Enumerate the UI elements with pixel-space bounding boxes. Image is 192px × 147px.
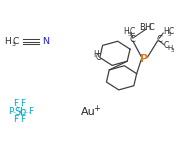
Text: P: P [8, 107, 13, 116]
Text: +: + [94, 104, 100, 113]
Text: C: C [130, 35, 136, 44]
Text: C: C [129, 27, 135, 36]
Text: 3: 3 [168, 32, 171, 37]
Text: Sb: Sb [14, 107, 26, 117]
Text: Au: Au [81, 107, 96, 117]
Text: C: C [13, 37, 19, 46]
Text: H: H [144, 23, 150, 32]
Text: H: H [93, 50, 99, 59]
Text: F: F [21, 115, 26, 124]
Text: H: H [164, 27, 170, 36]
Text: 3: 3 [171, 48, 174, 53]
Text: F: F [28, 107, 33, 116]
Text: C: C [156, 35, 162, 44]
Text: F: F [21, 99, 26, 108]
Text: C: C [148, 23, 154, 32]
Text: H: H [4, 37, 11, 46]
Text: N: N [42, 37, 49, 46]
Text: 3: 3 [11, 42, 15, 47]
Text: P: P [140, 54, 148, 64]
Text: H: H [123, 27, 129, 36]
Text: H: H [167, 45, 172, 51]
Text: ··: ·· [23, 107, 27, 112]
Text: C: C [164, 41, 169, 50]
Text: C: C [95, 53, 101, 62]
Text: F: F [13, 115, 18, 124]
Text: C: C [169, 27, 174, 36]
Text: F: F [13, 99, 18, 108]
Text: 3: 3 [127, 32, 131, 37]
Text: B: B [139, 23, 145, 32]
